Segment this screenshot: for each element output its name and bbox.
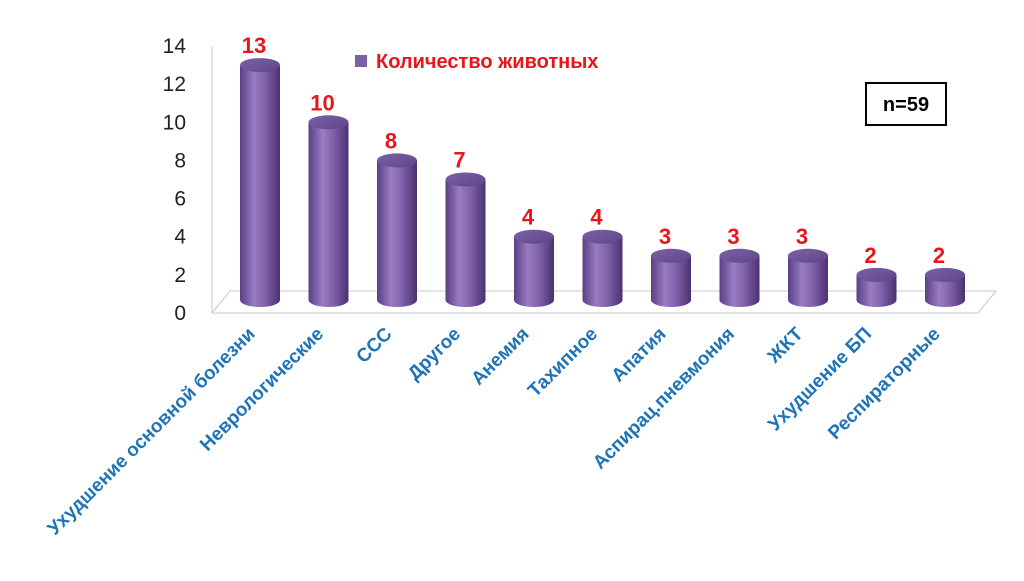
category-label: Аспирац.пневмония (589, 324, 739, 474)
bar-value-label: 2 (864, 243, 876, 268)
bar-top (514, 229, 554, 244)
bar-body (308, 122, 349, 308)
bar-value-label: 3 (659, 224, 671, 249)
bar-value-label: 2 (933, 243, 945, 268)
bar-top (856, 267, 897, 282)
bar (856, 267, 897, 307)
sample-size-box: n=59 (865, 82, 947, 126)
y-tick-label: 4 (174, 226, 186, 249)
bar-body (514, 236, 554, 307)
y-tick-label: 2 (174, 264, 186, 287)
bar-body (719, 255, 760, 307)
bar-body (240, 65, 280, 307)
bar-top (719, 248, 760, 263)
bar (514, 229, 554, 307)
category-label: Анемия (468, 324, 534, 390)
bar (719, 248, 760, 307)
y-axis-ticks: 0 2 4 6 8 10 12 14 (163, 35, 187, 325)
bars-group (240, 58, 965, 308)
y-tick-label: 14 (163, 35, 187, 58)
bar (445, 172, 486, 307)
bar-value-label: 10 (310, 90, 334, 115)
bar (651, 248, 691, 307)
bar-value-label: 3 (727, 224, 739, 249)
bar-top (925, 267, 965, 282)
category-label: ССС (353, 323, 397, 367)
bar-body (788, 255, 828, 307)
bar (240, 58, 280, 307)
bar (788, 248, 828, 307)
bar-value-label: 13 (242, 33, 266, 58)
bar-top (445, 172, 486, 187)
bar-top (582, 229, 623, 244)
y-tick-label: 6 (174, 188, 186, 211)
bar-body (856, 274, 897, 307)
bar (582, 229, 623, 307)
category-label: Тахипное (524, 324, 602, 402)
bar-body (582, 236, 623, 307)
bar-value-label: 8 (385, 128, 397, 153)
bar-value-label: 7 (453, 148, 465, 173)
y-tick-label: 0 (174, 302, 186, 325)
legend-label: Количество животных (376, 51, 598, 73)
category-label: Апатия (608, 324, 671, 387)
bar-top (308, 115, 349, 130)
bar-top (788, 248, 828, 263)
bar-top (651, 248, 691, 263)
bar-value-label: 4 (522, 205, 535, 230)
y-tick-label: 10 (163, 111, 186, 134)
bar (377, 153, 417, 307)
bar (925, 267, 965, 307)
category-labels: Ухудшение основной болезниНеврологически… (44, 323, 945, 539)
bar-body (377, 160, 417, 307)
bar-value-label: 3 (796, 224, 808, 249)
category-label: Другое (404, 324, 465, 385)
category-label: Неврологические (196, 324, 328, 456)
bar-body (445, 179, 486, 307)
bar-body (925, 274, 965, 307)
legend: Количество животных (355, 51, 598, 73)
bar-top (240, 58, 280, 73)
bar (308, 115, 349, 308)
y-tick-label: 8 (174, 149, 186, 172)
value-labels: 13 10 8 7 4 4 3 3 3 2 2 (242, 33, 945, 268)
legend-swatch (355, 55, 367, 67)
bar-body (651, 255, 691, 307)
category-label: ЖКТ (763, 323, 808, 368)
bar-top (377, 153, 417, 168)
sample-size-label: n=59 (883, 94, 929, 116)
y-tick-label: 12 (163, 73, 186, 96)
bar-value-label: 4 (590, 205, 603, 230)
